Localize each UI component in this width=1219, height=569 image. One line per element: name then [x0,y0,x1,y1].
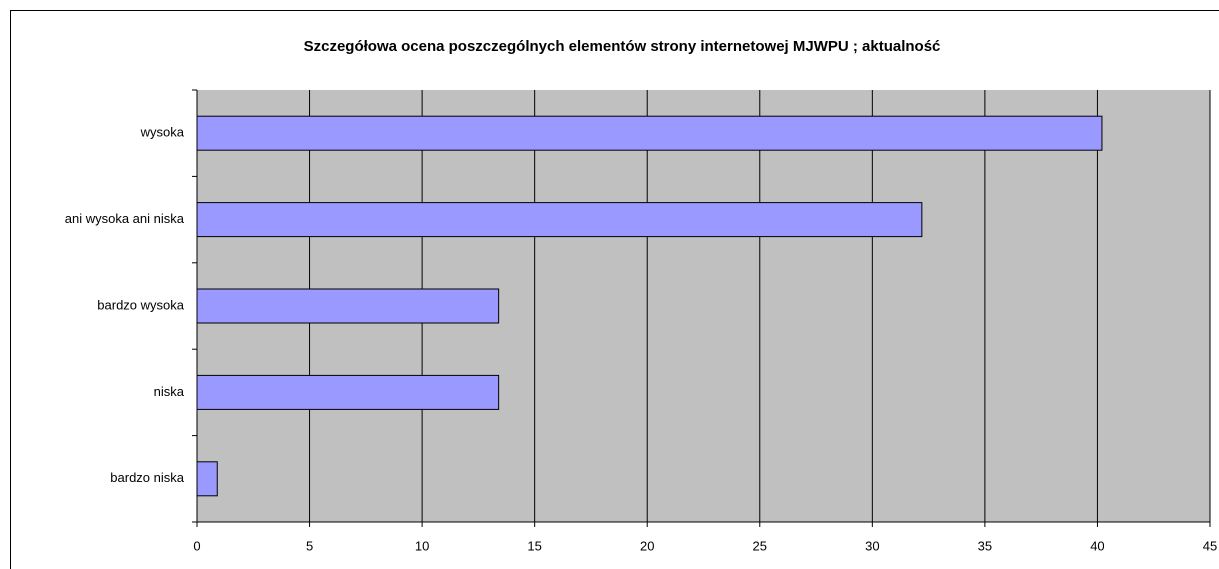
x-tick-label: 25 [753,538,767,553]
y-tick-label: niska [154,384,185,399]
x-tick-label: 5 [306,538,313,553]
bar [196,202,923,238]
x-tick-label: 0 [193,538,200,553]
y-tick-label: wysoka [140,125,185,140]
y-tick-label: ani wysoka ani niska [65,211,185,226]
y-tick-label: bardzo wysoka [97,297,184,312]
bar [196,115,1103,151]
x-tick-label: 30 [865,538,879,553]
x-tick-label: 15 [527,538,541,553]
x-tick-label: 45 [1203,538,1217,553]
bar [196,288,500,324]
bar [196,374,500,410]
x-tick-label: 20 [640,538,654,553]
y-tick-label: bardzo niska [110,470,184,485]
x-tick-label: 40 [1090,538,1104,553]
x-tick-label: 10 [415,538,429,553]
chart-title: Szczegółowa ocena poszczególnych element… [304,38,941,55]
bar [196,461,218,497]
x-tick-label: 35 [978,538,992,553]
